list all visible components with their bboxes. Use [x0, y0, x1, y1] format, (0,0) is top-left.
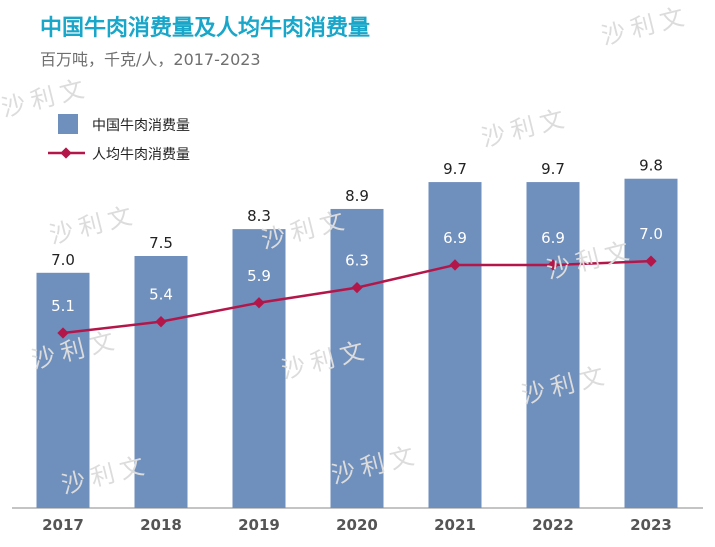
bar [232, 229, 286, 508]
x-tick-label: 2017 [42, 516, 84, 534]
bar [36, 272, 90, 508]
line-point [155, 316, 167, 328]
line-value-label: 6.9 [541, 229, 565, 247]
line-value-label: 5.4 [149, 286, 173, 304]
x-tick-label: 2022 [532, 516, 574, 534]
bar [624, 178, 678, 508]
line-point [547, 259, 559, 271]
bar-value-label: 9.8 [639, 157, 663, 175]
x-tick-label: 2020 [336, 516, 378, 534]
bar-value-label: 8.3 [247, 207, 271, 225]
line-value-label: 7.0 [639, 225, 663, 243]
line-point [645, 255, 657, 267]
bar-value-label: 7.5 [149, 234, 173, 252]
legend-bar-swatch [58, 114, 78, 134]
x-tick-label: 2019 [238, 516, 280, 534]
bar-value-label: 7.0 [51, 251, 75, 269]
legend-line-label: 人均牛肉消费量 [92, 147, 190, 163]
bar [428, 182, 482, 508]
line-point [449, 259, 461, 271]
x-tick-label: 2021 [434, 516, 476, 534]
line-value-label: 6.9 [443, 229, 467, 247]
line-value-label: 6.3 [345, 252, 369, 270]
bar-value-label: 9.7 [541, 160, 565, 178]
x-tick-label: 2018 [140, 516, 182, 534]
legend-line-marker [60, 147, 72, 159]
chart-title: 中国牛肉消费量及人均牛肉消费量 [40, 16, 371, 41]
bar [526, 182, 580, 508]
bar [330, 208, 384, 508]
bar [134, 256, 188, 508]
bar-value-label: 8.9 [345, 187, 369, 205]
line-value-label: 5.1 [51, 297, 75, 315]
line-point [253, 297, 265, 309]
line-point [351, 281, 363, 294]
chart-subtitle: 百万吨，千克/人，2017-2023 [40, 50, 261, 69]
bar-value-label: 9.7 [443, 160, 467, 178]
legend-bar-label: 中国牛肉消费量 [92, 118, 190, 134]
line-value-label: 5.9 [247, 267, 271, 285]
x-tick-label: 2023 [630, 516, 672, 534]
